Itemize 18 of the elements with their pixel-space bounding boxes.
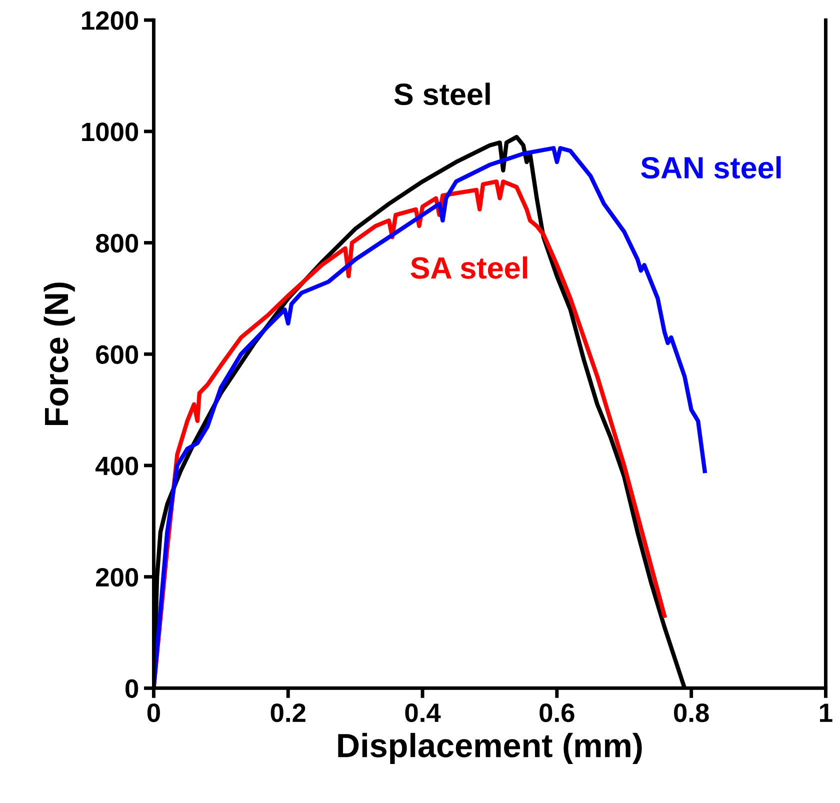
x-tick-label: 0.2 [270, 703, 306, 722]
y-tick-label: 0 [126, 679, 138, 698]
y-tick-label: 600 [96, 345, 138, 364]
y-tick-label: 200 [96, 568, 138, 587]
y-tick-label: 400 [96, 456, 138, 476]
series-label: SA steel [410, 256, 528, 279]
y-tick-label: 800 [96, 234, 138, 253]
series-label: S steel [394, 82, 490, 106]
x-tick-label: 0.8 [674, 703, 709, 722]
y-tick-label: 1200 [82, 11, 138, 30]
x-tick-label: 0.4 [405, 703, 441, 722]
x-tick-label: 1 [820, 704, 832, 722]
x-tick-label: 0 [147, 703, 160, 722]
series-label: SAN steel [641, 156, 781, 179]
y-tick-label: 1000 [82, 122, 138, 142]
x-axis-title: Displacement (mm) [338, 732, 642, 764]
x-tick-label: 0.6 [540, 703, 574, 722]
y-axis-title: Force (N) [44, 282, 75, 426]
